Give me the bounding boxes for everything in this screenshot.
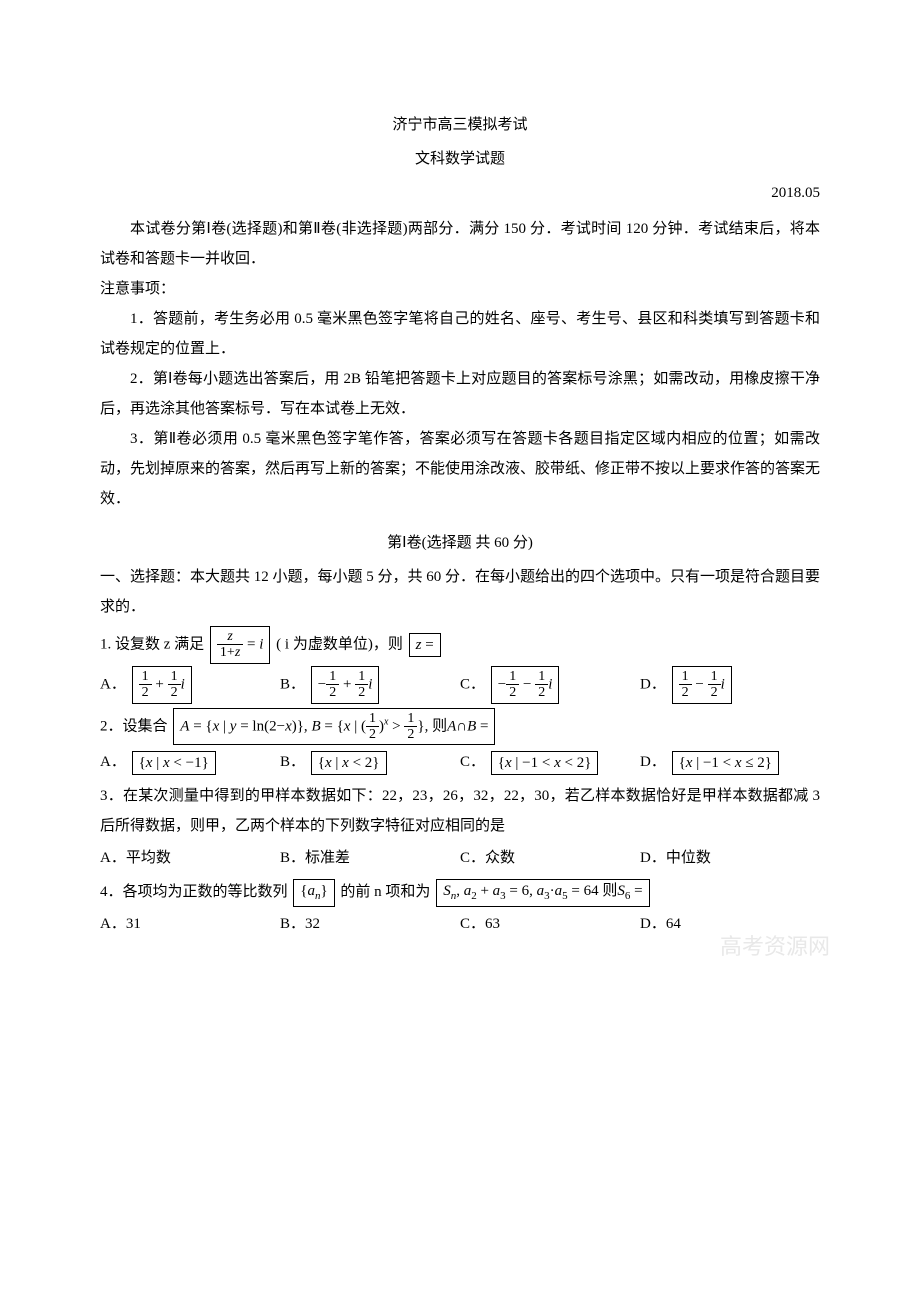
- q1-a-label: A．: [100, 676, 126, 692]
- intro-attention: 注意事项：: [100, 274, 820, 304]
- q1-opt-c: C． −12 − 12i: [460, 666, 640, 704]
- q1-b-label: B．: [280, 676, 305, 692]
- q2-d-formula: {x | −1 < x ≤ 2}: [672, 751, 779, 775]
- q3-options: A．平均数 B．标准差 C．众数 D．中位数: [100, 843, 820, 873]
- question-2: 2．设集合 A = {x | y = ln(2−x)}, B = {x | (1…: [100, 708, 820, 746]
- q3-opt-a: A．平均数: [100, 843, 280, 873]
- q1-b-formula: −12 + 12i: [311, 666, 380, 704]
- q4-formula-box-2: Sn, a2 + a3 = 6, a3·a5 = 64 则S6 =: [436, 879, 649, 906]
- q1-formula-box-1: z1+z = i: [210, 626, 271, 664]
- q2-d-label: D．: [640, 754, 666, 770]
- q2-options: A． {x | x < −1} B． {x | x < 2} C． {x | −…: [100, 747, 820, 777]
- q4-formula-box-1: {an}: [293, 879, 334, 906]
- exam-subtitle: 文科数学试题: [100, 144, 820, 174]
- q4-opt-c: C．63: [460, 909, 640, 939]
- question-4: 4．各项均为正数的等比数列 {an} 的前 n 项和为 Sn, a2 + a3 …: [100, 877, 820, 907]
- q2-stem-pre: 2．设集合: [100, 718, 168, 734]
- q4-stem-mid: 的前 n 项和为: [340, 884, 430, 900]
- intro-p1: 本试卷分第Ⅰ卷(选择题)和第Ⅱ卷(非选择题)两部分．满分 150 分．考试时间 …: [100, 214, 820, 274]
- section1-title: 第Ⅰ卷(选择题 共 60 分): [100, 528, 820, 558]
- q2-opt-b: B． {x | x < 2}: [280, 747, 460, 777]
- exam-title: 济宁市高三模拟考试: [100, 110, 820, 140]
- q2-c-formula: {x | −1 < x < 2}: [491, 751, 599, 775]
- q1-d-formula: 12 − 12i: [672, 666, 732, 704]
- q1-formula-box-2: z =: [409, 633, 441, 657]
- q1-stem-mid: ( i 为虚数单位)，则: [276, 636, 403, 652]
- q2-a-formula: {x | x < −1}: [132, 751, 216, 775]
- q2-opt-a: A． {x | x < −1}: [100, 747, 280, 777]
- exam-date: 2018.05: [100, 178, 820, 208]
- q4-opt-b: B．32: [280, 909, 460, 939]
- q2-opt-d: D． {x | −1 < x ≤ 2}: [640, 747, 820, 777]
- q4-options: A．31 B．32 C．63 D．64: [100, 909, 820, 939]
- section1-instructions: 一、选择题：本大题共 12 小题，每小题 5 分，共 60 分．在每小题给出的四…: [100, 562, 820, 622]
- q3-opt-c: C．众数: [460, 843, 640, 873]
- q4-opt-a: A．31: [100, 909, 280, 939]
- q3-opt-d: D．中位数: [640, 843, 820, 873]
- q1-opt-a: A． 12 + 12i: [100, 666, 280, 704]
- q1-c-formula: −12 − 12i: [491, 666, 560, 704]
- q1-options: A． 12 + 12i B． −12 + 12i C． −12 − 12i D．…: [100, 666, 820, 704]
- q1-d-label: D．: [640, 676, 666, 692]
- q1-opt-b: B． −12 + 12i: [280, 666, 460, 704]
- q1-c-label: C．: [460, 676, 485, 692]
- q2-b-formula: {x | x < 2}: [311, 751, 387, 775]
- q3-opt-b: B．标准差: [280, 843, 460, 873]
- intro-p3: 2．第Ⅰ卷每小题选出答案后，用 2B 铅笔把答题卡上对应题目的答案标号涂黑；如需…: [100, 364, 820, 424]
- intro-p2: 1．答题前，考生务必用 0.5 毫米黑色签字笔将自己的姓名、座号、考生号、县区和…: [100, 304, 820, 364]
- q4-opt-d: D．64: [640, 909, 820, 939]
- q2-b-label: B．: [280, 754, 305, 770]
- q1-opt-d: D． 12 − 12i: [640, 666, 820, 704]
- q2-a-label: A．: [100, 754, 126, 770]
- q4-stem-pre: 4．各项均为正数的等比数列: [100, 884, 288, 900]
- q1-a-formula: 12 + 12i: [132, 666, 192, 704]
- intro-p4: 3．第Ⅱ卷必须用 0.5 毫米黑色签字笔作答，答案必须写在答题卡各题目指定区域内…: [100, 424, 820, 514]
- question-3: 3．在某次测量中得到的甲样本数据如下：22，23，26，32，22，30，若乙样…: [100, 781, 820, 841]
- question-1: 1. 设复数 z 满足 z1+z = i ( i 为虚数单位)，则 z =: [100, 626, 820, 664]
- q2-opt-c: C． {x | −1 < x < 2}: [460, 747, 640, 777]
- q2-formula-box: A = {x | y = ln(2−x)}, B = {x | (12)x > …: [173, 708, 495, 746]
- q2-c-label: C．: [460, 754, 485, 770]
- q1-stem-pre: 1. 设复数 z 满足: [100, 636, 204, 652]
